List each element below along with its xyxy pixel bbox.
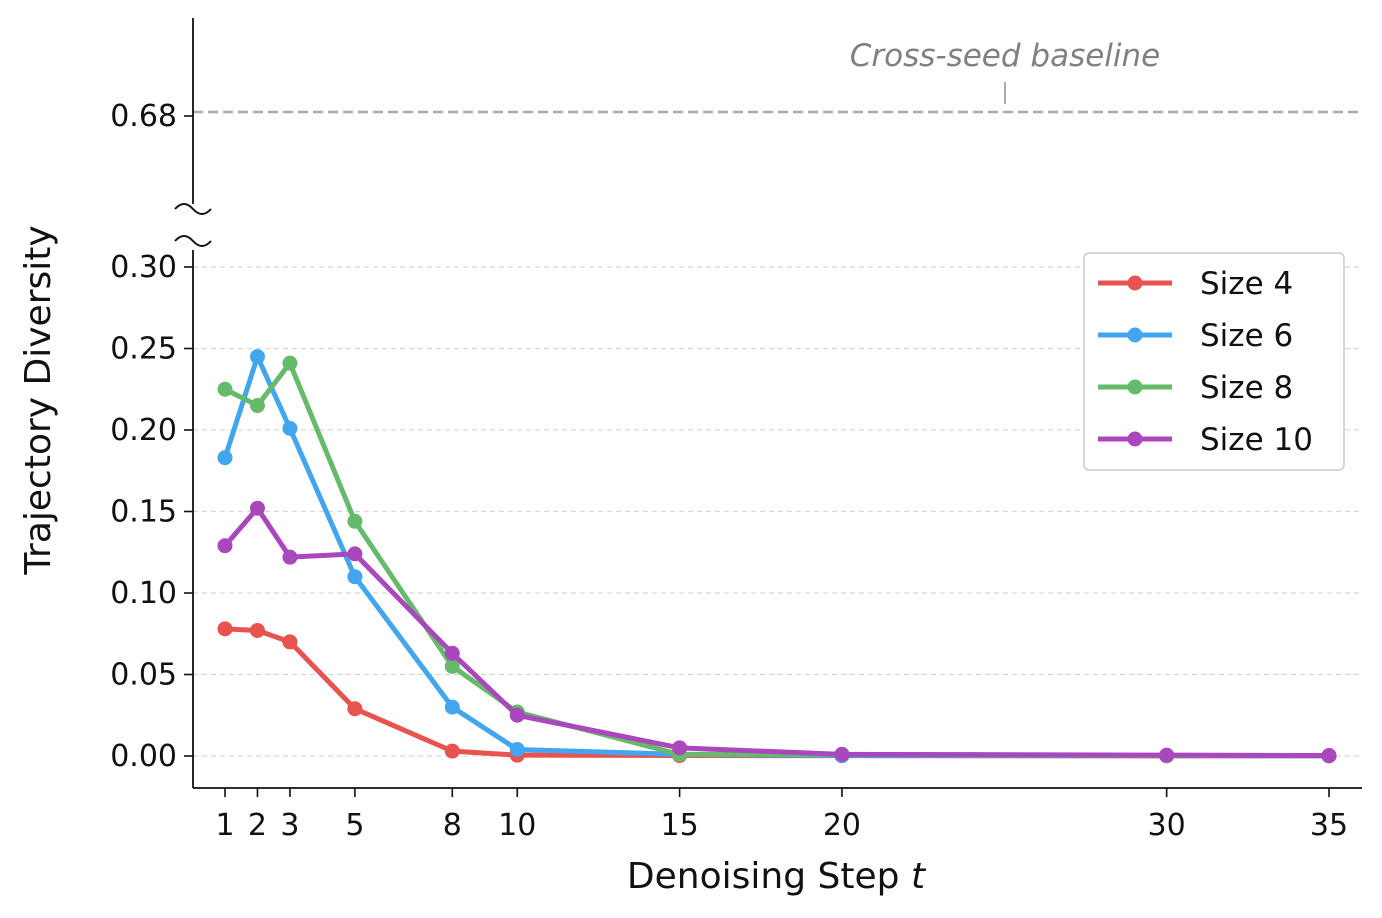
y-tick-label: 0.15 <box>110 495 177 530</box>
series-line <box>222 505 1332 759</box>
series-lines <box>217 349 1337 764</box>
axis-break-mark <box>174 235 212 247</box>
legend-label: Size 4 <box>1200 266 1293 302</box>
x-axis-title-variable: t <box>911 856 927 897</box>
data-point <box>347 569 363 585</box>
baseline-annotation-label: Cross-seed baseline <box>850 38 1161 74</box>
legend-swatch-marker <box>1127 431 1143 447</box>
data-point <box>217 621 233 637</box>
data-point <box>282 355 298 371</box>
y-tick-label: 0.10 <box>110 576 177 611</box>
data-point <box>249 349 265 365</box>
y-tick-label: 0.05 <box>110 658 177 693</box>
x-tick-label: 2 <box>248 808 267 843</box>
x-tick-label: 15 <box>660 808 698 843</box>
data-point <box>282 420 298 436</box>
data-point <box>217 381 233 397</box>
data-point <box>282 549 298 565</box>
data-point <box>509 741 525 757</box>
axes: 0.000.050.100.150.200.250.300.681 2 3 5 8 10 1… <box>110 18 1362 843</box>
legend-swatch-marker <box>1127 379 1143 395</box>
x-axis-title: Denoising Step t <box>627 856 927 897</box>
y-tick-label: 0.25 <box>110 332 177 367</box>
legend-label: Size 6 <box>1200 318 1293 354</box>
x-tick-label: 30 <box>1148 808 1186 843</box>
series-size-4 <box>217 621 1337 764</box>
series-line <box>222 626 1332 759</box>
data-point <box>282 634 298 650</box>
data-point <box>249 500 265 516</box>
x-tick-label: 3 <box>280 808 299 843</box>
data-point <box>217 538 233 554</box>
y-axis-title: Trajectory Diversity <box>18 225 59 575</box>
legend: Size 4 Size 6 Size 8 Size 10 <box>1083 252 1345 471</box>
data-point <box>1159 747 1175 763</box>
data-point <box>444 645 460 661</box>
x-tick-label: 1 <box>215 808 234 843</box>
series-size-10 <box>217 500 1337 764</box>
data-point <box>217 450 233 466</box>
data-point <box>444 743 460 759</box>
legend-box <box>1083 252 1345 471</box>
data-point <box>347 546 363 562</box>
data-point <box>509 707 525 723</box>
y-tick-label-upper: 0.68 <box>110 99 177 134</box>
legend-label: Size 8 <box>1200 370 1293 406</box>
y-tick-label: 0.00 <box>110 739 177 774</box>
data-point <box>249 622 265 638</box>
data-point <box>672 740 688 756</box>
data-point <box>249 398 265 414</box>
data-point <box>347 513 363 529</box>
y-tick-label: 0.20 <box>110 413 177 448</box>
x-tick-label: 35 <box>1310 808 1348 843</box>
axis-break-mark <box>174 203 212 215</box>
data-point <box>347 701 363 717</box>
baseline-group: Cross-seed baseline <box>193 38 1362 114</box>
x-tick-label: 10 <box>498 808 536 843</box>
x-tick-label: 5 <box>345 808 364 843</box>
x-tick-label: 20 <box>823 808 861 843</box>
data-point <box>444 699 460 715</box>
data-point <box>444 658 460 674</box>
legend-label: Size 10 <box>1200 422 1313 458</box>
data-point <box>1321 748 1337 764</box>
x-axis-title-text: Denoising Step <box>627 856 900 897</box>
data-point <box>834 746 850 762</box>
x-tick-label: 8 <box>443 808 462 843</box>
legend-swatch-marker <box>1127 275 1143 291</box>
legend-swatch-marker <box>1127 327 1143 343</box>
y-tick-label: 0.30 <box>110 250 177 285</box>
